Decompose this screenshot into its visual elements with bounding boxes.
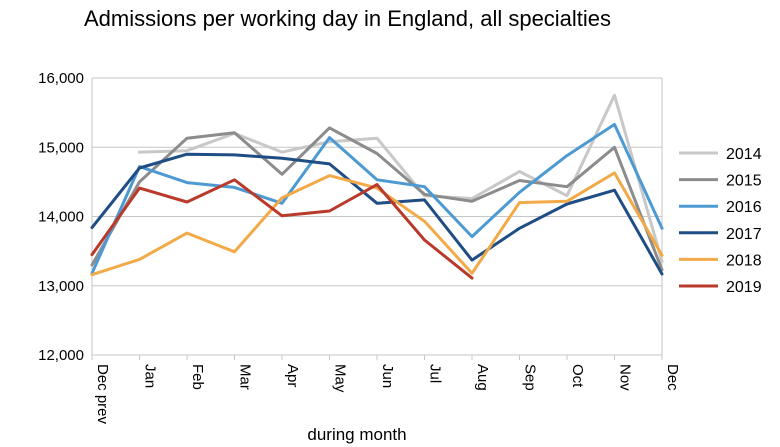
series-lines (90, 93, 664, 280)
chart-title: Admissions per working day in England, a… (84, 6, 612, 31)
x-tick-label: Mar (237, 364, 254, 390)
legend-label-2019: 2019 (726, 279, 762, 296)
series-line-2017 (90, 152, 664, 276)
y-tick-label: 14,000 (38, 209, 84, 226)
gridlines (91, 77, 663, 356)
legend-label-2017: 2017 (726, 226, 762, 243)
x-tick-label: Dec (664, 364, 681, 391)
x-axis: Dec prev Jan Feb Mar Apr May Jun Jul Aug Sep Oct No… (91, 355, 681, 425)
legend-label-2015: 2015 (726, 173, 762, 190)
x-tick-label: Dec prev (94, 364, 111, 425)
legend-label-2014: 2014 (726, 146, 762, 163)
x-axis-title: during month (307, 425, 406, 444)
y-tick-label: 15,000 (38, 139, 84, 156)
x-tick-label: Jul (427, 364, 444, 383)
y-tick-label: 13,000 (38, 278, 84, 295)
series-line-2018 (90, 171, 664, 277)
x-tick-label: May (332, 364, 349, 393)
series-line-2015 (90, 126, 664, 272)
x-tick-label: Jan (142, 364, 159, 388)
y-tick-label: 16,000 (38, 70, 84, 87)
legend-label-2016: 2016 (726, 199, 762, 216)
series-line-2014 (138, 93, 664, 263)
legend: 2014 2015 2016 2017 2018 2019 (679, 146, 762, 296)
x-tick-label: Aug (474, 364, 491, 391)
y-axis: 12,000 13,000 14,000 15,000 16,000 (38, 70, 84, 364)
x-tick-label: Sep (522, 364, 539, 391)
x-tick-label: Feb (189, 364, 206, 390)
x-tick-label: Apr (284, 364, 301, 387)
x-tick-label: Oct (569, 364, 586, 388)
series-line-2016 (90, 122, 664, 275)
legend-label-2018: 2018 (726, 252, 762, 269)
x-tick-label: Jun (379, 364, 396, 388)
y-tick-label: 12,000 (38, 347, 84, 364)
x-tick-label: Nov (617, 364, 634, 391)
series-line-2019 (90, 178, 474, 280)
